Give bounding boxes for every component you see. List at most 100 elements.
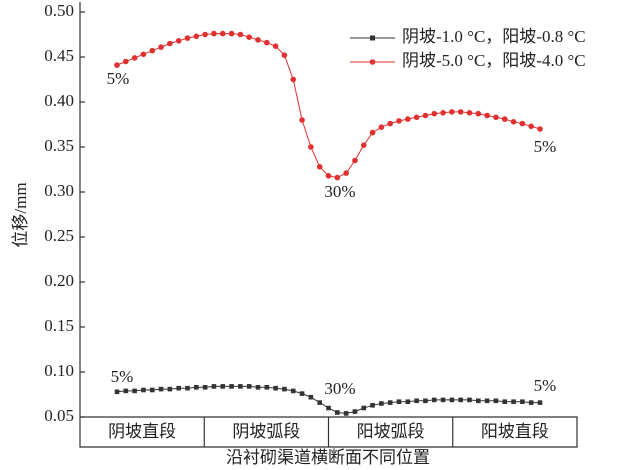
data-point [237, 31, 244, 38]
data-point [449, 397, 455, 403]
data-point [370, 403, 375, 408]
data-point [308, 144, 314, 150]
x-tick-label: 阴坡弧段 [232, 422, 300, 441]
data-point [228, 30, 235, 37]
data-point [414, 398, 419, 404]
data-point [352, 409, 358, 414]
data-point [387, 400, 393, 405]
data-point [141, 387, 146, 393]
data-point [149, 47, 156, 54]
data-point [458, 397, 463, 403]
data-point [423, 398, 428, 404]
data-point [246, 34, 252, 40]
data-point [528, 400, 534, 405]
data-point [501, 116, 508, 122]
y-tick-label: 0.05 [44, 406, 74, 425]
data-point [299, 117, 305, 123]
data-point [167, 386, 173, 392]
data-point [264, 39, 270, 46]
x-tick-label: 阳坡直段 [481, 422, 549, 441]
x-axis-label: 沿衬砌渠道横断面不同位置 [226, 448, 430, 467]
data-point [281, 52, 288, 58]
y-tick-label: 0.35 [44, 136, 74, 155]
data-point [114, 389, 120, 395]
data-point [175, 38, 182, 44]
legend-marker [370, 35, 375, 41]
y-tick-label: 0.30 [44, 181, 74, 200]
y-tick-label: 0.15 [44, 316, 74, 335]
data-point [361, 405, 367, 411]
data-point [246, 384, 252, 389]
annotation: 30% [324, 379, 355, 398]
data-point [131, 55, 138, 61]
data-point [449, 109, 455, 115]
y-tick-label: 0.50 [44, 1, 74, 20]
data-point [202, 385, 208, 390]
data-point [519, 120, 526, 127]
data-point [431, 397, 437, 403]
data-point [185, 385, 190, 391]
data-point [219, 30, 226, 37]
data-point [316, 164, 323, 170]
data-point [290, 388, 296, 394]
data-point [343, 170, 349, 176]
data-point [158, 44, 164, 50]
data-point [158, 386, 164, 392]
data-point [493, 114, 499, 121]
data-point [405, 399, 411, 404]
data-point [326, 405, 331, 411]
data-point [140, 51, 147, 58]
data-point [369, 129, 376, 136]
data-point [484, 398, 490, 404]
data-point [431, 110, 438, 117]
data-point [238, 384, 243, 389]
data-point [282, 386, 287, 392]
data-point [220, 384, 226, 389]
data-point [193, 33, 200, 40]
data-point [211, 384, 217, 389]
data-point [272, 43, 279, 49]
y-axis-label: 位移/mm [11, 182, 30, 247]
data-point [352, 157, 358, 164]
data-point [334, 174, 341, 181]
y-tick-label: 0.25 [44, 226, 74, 245]
data-point [528, 123, 534, 130]
data-point [114, 62, 120, 68]
y-tick-label: 0.20 [44, 271, 74, 290]
data-point [149, 387, 155, 393]
data-point [502, 399, 508, 404]
data-point [537, 126, 543, 132]
data-point [511, 399, 516, 404]
data-point [405, 116, 411, 122]
x-tick-label: 阳坡弧段 [357, 422, 425, 441]
data-point [317, 400, 322, 405]
data-point [440, 110, 446, 116]
data-point [457, 109, 464, 115]
data-point [467, 397, 472, 403]
data-point [211, 30, 217, 37]
data-point [343, 411, 349, 416]
legend-label: 阴坡-1.0 °C，阳坡-0.8 °C [402, 27, 586, 46]
annotation: 5% [534, 137, 557, 156]
data-point [537, 400, 543, 405]
data-point [255, 37, 261, 43]
data-point [132, 388, 137, 394]
annotation: 5% [111, 367, 134, 386]
data-point [493, 398, 499, 404]
data-point [476, 398, 481, 404]
y-tick-label: 0.10 [44, 361, 74, 380]
data-point [176, 385, 181, 391]
data-point [510, 119, 517, 125]
data-point [264, 385, 270, 390]
annotation: 5% [534, 376, 557, 395]
data-point [202, 31, 208, 38]
data-point [396, 118, 402, 124]
data-point [273, 385, 278, 391]
data-point [123, 388, 129, 394]
x-tick-label: 阴坡直段 [108, 422, 176, 441]
y-tick-label: 0.45 [44, 46, 74, 65]
data-point [379, 401, 384, 406]
data-point [290, 76, 297, 83]
data-point [378, 124, 385, 130]
